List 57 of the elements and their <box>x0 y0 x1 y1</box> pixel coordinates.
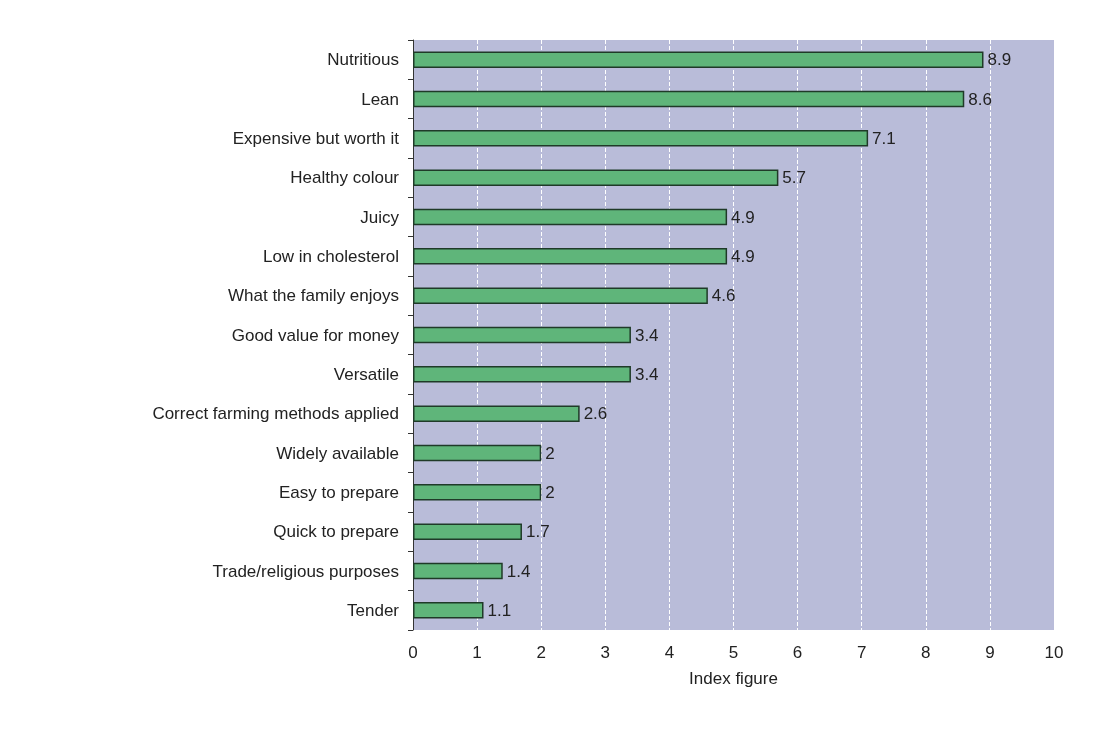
y-tick-label: Trade/religious purposes <box>212 561 399 581</box>
data-label: 4.6 <box>711 286 736 306</box>
y-tick-label: Tender <box>347 600 400 620</box>
x-tick-label: 10 <box>1044 643 1064 662</box>
bar <box>413 51 984 68</box>
data-label: 3.4 <box>634 364 659 384</box>
x-tick-label: 4 <box>664 643 675 662</box>
bar <box>413 366 631 383</box>
bar <box>413 444 542 462</box>
data-label: 8.9 <box>987 50 1012 70</box>
x-tick-label: 6 <box>792 643 803 662</box>
data-label: 2 <box>545 482 555 502</box>
x-tick-label: 8 <box>921 643 931 662</box>
y-tick-label: Easy to prepare <box>278 482 399 502</box>
data-label: 3.4 <box>634 325 659 345</box>
bar <box>413 169 779 186</box>
y-tick-label: Low in cholesterol <box>262 246 399 266</box>
x-tick-label: 3 <box>600 643 611 662</box>
data-label: 2 <box>545 443 555 463</box>
x-tick-label: 5 <box>728 643 739 662</box>
y-tick-label: Nutritious <box>327 50 399 70</box>
y-tick-label: Healthy colour <box>290 168 400 188</box>
bar <box>413 602 484 619</box>
bar <box>413 208 728 226</box>
x-tick-label: 1 <box>472 643 482 662</box>
bar <box>413 326 631 344</box>
data-label: 1.1 <box>487 600 512 620</box>
bar <box>413 562 503 580</box>
y-tick-label: Juicy <box>360 207 400 227</box>
bar <box>413 248 728 265</box>
data-label: 4.9 <box>731 246 755 266</box>
x-tick-label: 7 <box>856 643 867 662</box>
y-tick-label: Correct farming methods applied <box>152 404 399 424</box>
y-tick-label: Good value for money <box>231 325 400 345</box>
bar <box>413 405 580 422</box>
x-tick-label: 2 <box>536 643 546 662</box>
y-tick-label: Quick to prepare <box>273 522 399 542</box>
data-label: 4.9 <box>731 207 755 227</box>
data-label: 1.7 <box>525 522 550 542</box>
x-tick-label: 9 <box>985 643 995 662</box>
bar <box>413 523 522 540</box>
data-label: 8.6 <box>968 89 992 109</box>
bar <box>413 90 965 108</box>
data-label: 5.7 <box>782 168 807 188</box>
data-label: 7.1 <box>872 128 896 148</box>
data-label: 2.6 <box>583 404 608 424</box>
data-label: 1.4 <box>506 561 531 581</box>
y-tick-label: Lean <box>361 89 399 109</box>
bar <box>413 130 869 147</box>
y-tick-label: What the family enjoys <box>227 286 399 306</box>
y-tick-label: Widely available <box>276 443 399 463</box>
y-tick-label: Versatile <box>333 364 399 384</box>
x-axis-title: Index figure <box>689 669 778 688</box>
y-tick-label: Expensive but worth it <box>232 128 400 148</box>
bar <box>413 287 708 304</box>
bar <box>413 484 542 501</box>
x-tick-label: 0 <box>408 643 418 662</box>
